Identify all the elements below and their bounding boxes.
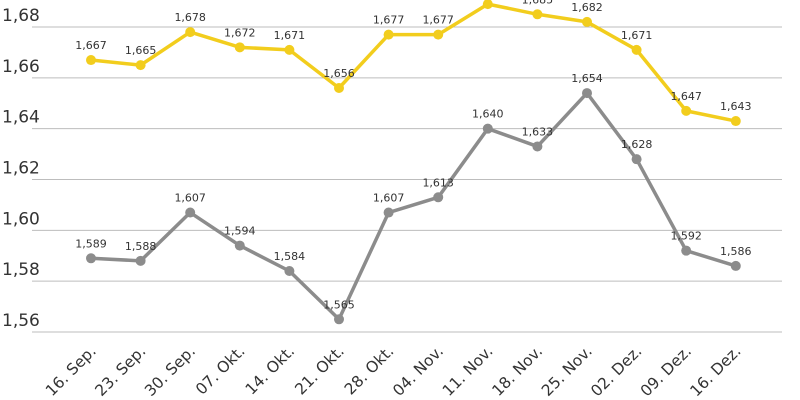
data-label: 1,628 [621, 138, 653, 151]
data-label: 1,671 [621, 29, 653, 42]
y-tick-label: 1,62 [2, 159, 40, 179]
data-point [185, 207, 196, 218]
data-point [383, 29, 394, 40]
data-label: 1,584 [274, 250, 306, 263]
data-point [234, 240, 245, 251]
data-label: 1,586 [720, 245, 752, 258]
data-point [482, 123, 493, 134]
data-label: 1,677 [422, 14, 454, 27]
data-label: 1,607 [373, 192, 405, 205]
x-tick-label: 23. Sep. [92, 342, 150, 400]
data-label: 1,667 [75, 39, 107, 52]
x-tick-label: 11. Nov. [439, 342, 497, 400]
y-tick-label: 1,58 [2, 260, 40, 280]
data-point [532, 9, 543, 20]
data-point [284, 266, 295, 276]
data-point [334, 314, 344, 325]
y-tick-label: 1,60 [2, 209, 40, 229]
y-tick-label: 1,56 [2, 311, 40, 331]
data-label: 1,594 [224, 225, 256, 238]
x-tick-label: 16. Sep. [42, 342, 100, 400]
x-tick-label: 18. Nov. [489, 342, 547, 400]
data-label: 1,589 [75, 237, 107, 250]
data-point [631, 44, 642, 55]
series-line-grey-series [89, 91, 738, 322]
data-label: 1,613 [422, 176, 454, 189]
x-tick-label: 04. Nov. [389, 342, 447, 400]
data-label: 1,565 [323, 298, 355, 311]
data-point [284, 44, 295, 55]
data-label: 1,633 [522, 125, 554, 138]
data-label: 1,607 [174, 192, 206, 205]
x-tick-label: 25. Nov. [538, 342, 596, 400]
data-point [383, 207, 394, 218]
data-point [582, 88, 592, 99]
data-point [681, 105, 692, 116]
data-point [482, 0, 493, 10]
data-point [135, 60, 146, 71]
data-point [730, 116, 741, 127]
data-point [681, 245, 692, 256]
data-label: 1,592 [670, 230, 702, 243]
x-tick-label: 21. Okt. [291, 342, 347, 398]
data-point [135, 255, 146, 266]
data-label: 1,588 [125, 240, 157, 253]
y-tick-label: 1,68 [2, 6, 40, 26]
series-line-yellow-series [89, 2, 738, 123]
data-point [730, 260, 741, 271]
data-point [185, 27, 196, 38]
data-point [334, 83, 344, 93]
data-label: 1,643 [720, 100, 752, 113]
data-point [532, 141, 543, 152]
x-tick-label: 14. Okt. [242, 342, 298, 398]
y-tick-label: 1,64 [2, 108, 40, 128]
data-label: 1,656 [323, 67, 355, 80]
x-tick-label: 16. Dez. [687, 342, 745, 400]
data-label: 1,647 [670, 90, 702, 103]
data-label: 1,677 [373, 14, 405, 27]
x-tick-label: 02. Dez. [587, 342, 645, 400]
x-tick-label: 09. Dez. [637, 342, 695, 400]
data-point [433, 192, 444, 203]
data-point [433, 29, 444, 40]
data-label: 1,672 [224, 26, 256, 39]
x-tick-label: 30. Sep. [141, 342, 199, 400]
data-label: 1,685 [522, 0, 554, 6]
data-point [86, 253, 96, 264]
x-tick-label: 28. Okt. [341, 342, 397, 398]
x-tick-label: 07. Okt. [192, 342, 248, 398]
data-point [234, 42, 245, 53]
data-label: 1,665 [125, 44, 157, 57]
data-label: 1,640 [472, 108, 504, 121]
data-label: 1,671 [274, 29, 306, 42]
data-point [86, 55, 96, 66]
data-label: 1,682 [571, 1, 603, 14]
data-label: 1,654 [571, 72, 603, 85]
data-label: 1,678 [174, 11, 206, 24]
data-point [582, 16, 592, 27]
data-point [631, 154, 642, 165]
y-tick-label: 1,66 [2, 57, 40, 77]
